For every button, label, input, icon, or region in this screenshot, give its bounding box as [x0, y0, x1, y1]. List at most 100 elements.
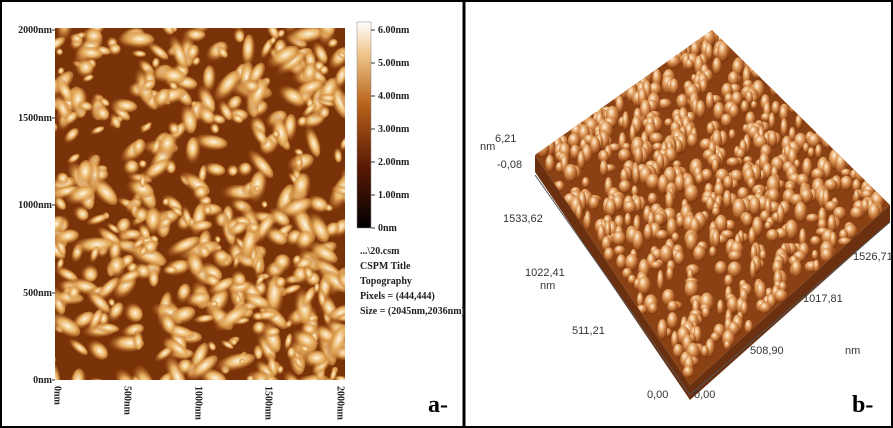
bump	[605, 198, 617, 218]
grain	[96, 227, 121, 245]
colorbar-label: 5.00nm	[378, 58, 410, 69]
grain	[298, 344, 310, 353]
grain	[208, 300, 219, 309]
y-axis-label: 1533,62	[503, 213, 543, 225]
grain	[89, 246, 100, 264]
grain	[192, 134, 228, 150]
bump	[676, 93, 688, 110]
bump	[669, 78, 679, 95]
bump	[811, 168, 825, 181]
grain	[89, 126, 105, 135]
grain	[66, 153, 80, 165]
grain	[123, 303, 143, 322]
x-axis-label: 1000nm	[193, 386, 204, 421]
bump	[673, 343, 684, 358]
bump	[622, 111, 629, 132]
grain	[193, 185, 209, 202]
bump	[724, 219, 736, 231]
grain	[108, 256, 126, 279]
bump	[682, 366, 694, 379]
bump	[693, 245, 706, 262]
x-axis-label: 0nm	[52, 386, 63, 406]
bump	[666, 217, 677, 238]
grain	[196, 243, 210, 258]
x-axis-label: 1017,81	[803, 293, 843, 305]
bump	[695, 173, 704, 185]
grain	[145, 207, 162, 236]
grain	[315, 28, 335, 36]
bump	[850, 206, 864, 220]
grain	[109, 113, 121, 129]
bump	[728, 250, 743, 262]
bump	[709, 246, 717, 258]
bump	[618, 180, 631, 194]
grain	[306, 211, 330, 243]
grain	[227, 221, 248, 238]
grain	[277, 85, 305, 106]
bump	[674, 173, 685, 193]
bump	[815, 144, 822, 159]
bump	[776, 204, 785, 226]
grain	[55, 172, 69, 186]
grain	[115, 218, 131, 236]
bump	[723, 340, 731, 350]
bump	[807, 133, 821, 148]
bump	[649, 132, 664, 145]
grain	[157, 217, 172, 231]
bump	[564, 163, 578, 183]
grain	[132, 363, 155, 380]
grain	[304, 125, 321, 157]
grain	[246, 222, 259, 234]
grain	[165, 236, 200, 257]
bump	[706, 196, 715, 213]
bump	[647, 192, 658, 206]
grain	[333, 313, 345, 323]
grain	[215, 45, 228, 59]
grain	[272, 130, 281, 140]
grain	[240, 226, 258, 264]
grain	[276, 51, 306, 76]
grain	[109, 98, 138, 113]
grain	[240, 79, 259, 93]
grain	[159, 311, 176, 334]
bump	[655, 229, 669, 240]
bump	[759, 249, 767, 261]
grain	[312, 41, 328, 64]
bump	[750, 100, 758, 110]
grain	[158, 133, 177, 158]
bump	[802, 142, 810, 154]
grain	[230, 270, 246, 287]
grain	[63, 128, 79, 144]
grain	[76, 160, 95, 189]
bump	[616, 254, 627, 270]
grain	[336, 50, 345, 59]
bump	[685, 58, 694, 70]
grain	[292, 255, 302, 266]
bump	[646, 173, 660, 190]
bump	[740, 100, 749, 114]
grain	[247, 78, 269, 115]
grain	[202, 65, 216, 94]
grain	[81, 28, 103, 45]
grain	[163, 336, 189, 359]
bump	[599, 149, 609, 165]
bump	[618, 148, 631, 163]
grain	[226, 164, 238, 176]
grain	[277, 197, 312, 220]
x-unit: nm	[845, 345, 860, 357]
grain	[287, 347, 297, 360]
grain	[133, 204, 148, 222]
grain	[168, 34, 188, 69]
grain	[294, 157, 304, 170]
panel-b	[534, 30, 891, 400]
grain	[153, 88, 171, 110]
bump	[766, 229, 779, 242]
bump	[728, 104, 739, 119]
grain	[162, 265, 178, 275]
grain	[265, 28, 279, 39]
bump	[794, 201, 807, 223]
grain	[317, 286, 326, 307]
grain	[209, 122, 219, 134]
